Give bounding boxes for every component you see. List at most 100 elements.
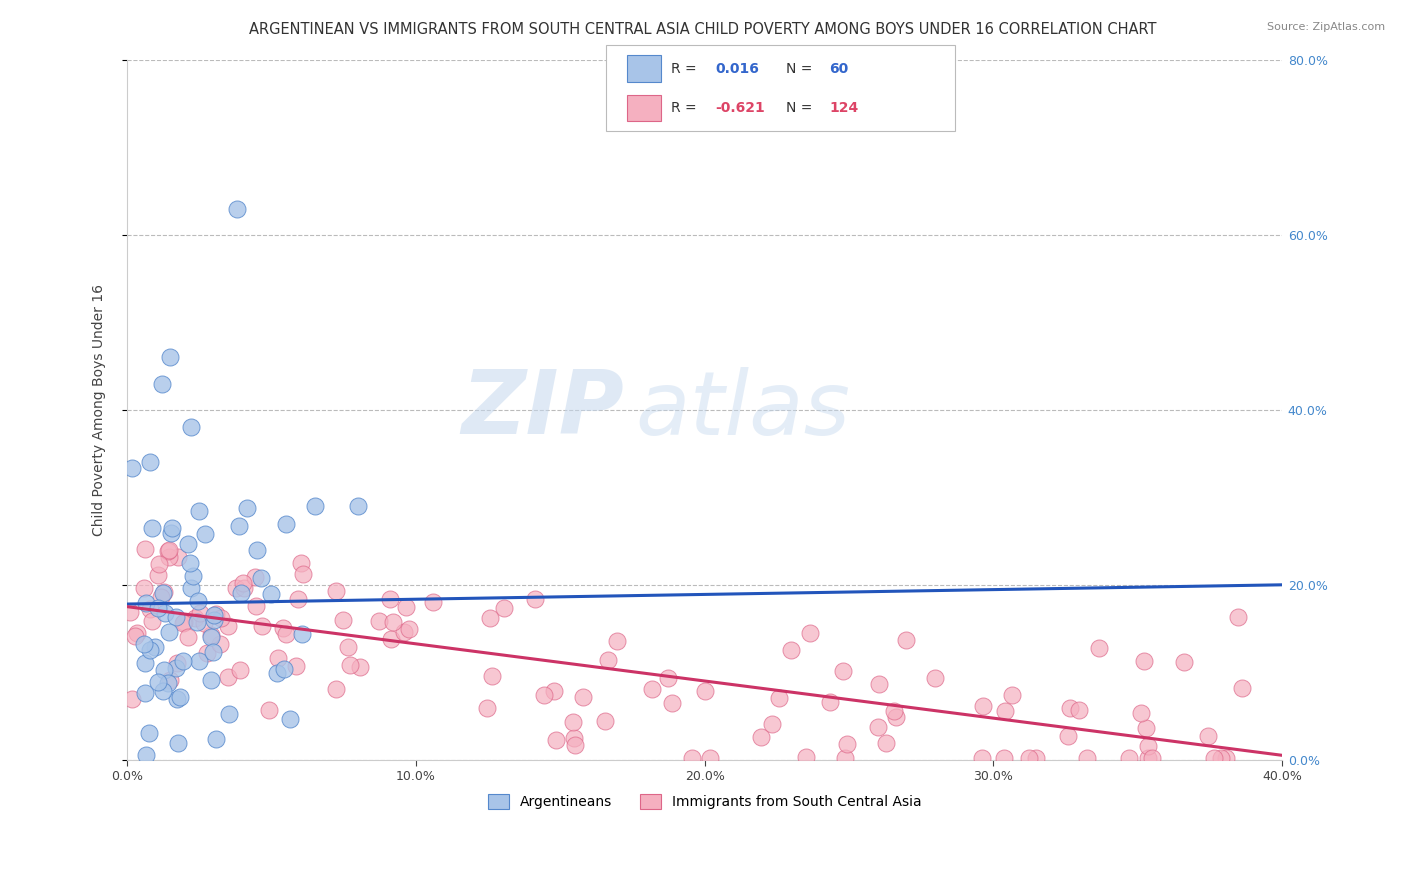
Point xyxy=(1136,739,1159,753)
Point xyxy=(229,586,252,600)
Point xyxy=(232,576,254,591)
Point xyxy=(868,720,890,734)
Point xyxy=(152,683,174,698)
Point xyxy=(1140,751,1163,765)
Point xyxy=(699,751,721,765)
Point xyxy=(1059,701,1081,715)
Point xyxy=(347,499,370,513)
Point xyxy=(794,750,817,764)
Point xyxy=(524,592,547,607)
Point xyxy=(127,626,149,640)
Point xyxy=(593,714,616,729)
Point xyxy=(818,695,841,709)
Point xyxy=(141,521,163,535)
Point xyxy=(217,619,239,633)
Point xyxy=(233,581,256,595)
Point xyxy=(1087,640,1109,655)
Point xyxy=(134,685,156,699)
Point xyxy=(181,568,204,582)
Point xyxy=(993,751,1015,765)
Text: R =: R = xyxy=(671,62,700,76)
Point xyxy=(134,542,156,557)
Point xyxy=(205,731,228,746)
Point xyxy=(165,661,187,675)
Text: 124: 124 xyxy=(830,101,859,115)
Point xyxy=(1215,751,1237,765)
Point xyxy=(657,672,679,686)
Point xyxy=(562,731,585,746)
Point xyxy=(250,571,273,585)
Point xyxy=(564,739,586,753)
Point xyxy=(339,657,361,672)
Point xyxy=(141,614,163,628)
Text: N =: N = xyxy=(786,62,817,76)
Point xyxy=(884,710,907,724)
Point xyxy=(1130,706,1153,720)
Point xyxy=(337,640,360,654)
Point xyxy=(751,730,773,744)
Point xyxy=(641,682,664,697)
Point xyxy=(195,646,218,660)
Point xyxy=(681,751,703,765)
Point xyxy=(834,751,856,765)
Point xyxy=(200,627,222,641)
Point xyxy=(799,626,821,640)
Point xyxy=(273,662,295,676)
Point xyxy=(875,735,897,749)
Point xyxy=(246,542,269,557)
Point xyxy=(267,651,290,665)
Point xyxy=(173,615,195,630)
Point xyxy=(1001,689,1024,703)
Point xyxy=(187,594,209,608)
Point xyxy=(257,703,280,717)
Point xyxy=(894,633,917,648)
Point xyxy=(398,622,420,636)
Point xyxy=(1025,751,1047,765)
Point xyxy=(562,714,585,729)
Point xyxy=(124,629,146,643)
Point xyxy=(394,599,416,614)
Point xyxy=(188,607,211,621)
Point xyxy=(201,645,224,659)
Point xyxy=(135,596,157,610)
Point xyxy=(204,608,226,623)
Point xyxy=(152,585,174,599)
Point xyxy=(422,595,444,609)
Point xyxy=(1067,703,1090,717)
Point xyxy=(118,605,141,619)
Point xyxy=(304,499,326,513)
Point xyxy=(572,690,595,704)
Point xyxy=(1135,721,1157,735)
Point xyxy=(150,376,173,391)
Point xyxy=(380,632,402,646)
Text: R =: R = xyxy=(671,101,700,115)
Point xyxy=(1018,751,1040,765)
Point xyxy=(138,726,160,740)
Point xyxy=(266,665,288,680)
Point xyxy=(228,518,250,533)
Text: atlas: atlas xyxy=(636,367,851,453)
Point xyxy=(1227,610,1250,624)
Point xyxy=(280,712,302,726)
Point xyxy=(167,736,190,750)
Point xyxy=(166,657,188,671)
Point xyxy=(162,521,184,535)
Text: -0.621: -0.621 xyxy=(716,101,765,115)
Point xyxy=(1118,751,1140,765)
Point xyxy=(252,618,274,632)
Point xyxy=(148,568,170,582)
Point xyxy=(394,625,416,640)
Point xyxy=(187,504,209,518)
Point xyxy=(132,581,155,595)
Point xyxy=(193,616,215,631)
Text: Source: ZipAtlas.com: Source: ZipAtlas.com xyxy=(1267,22,1385,32)
Point xyxy=(177,630,200,644)
Point xyxy=(200,673,222,687)
Point xyxy=(152,586,174,600)
Point xyxy=(188,654,211,668)
Point xyxy=(260,587,283,601)
Point xyxy=(121,461,143,475)
Point xyxy=(271,621,294,635)
Point xyxy=(761,716,783,731)
Point xyxy=(180,420,202,434)
